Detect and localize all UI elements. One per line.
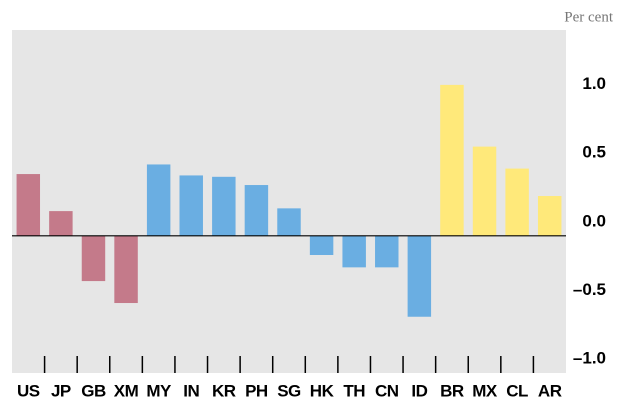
x-tick-label: US (17, 381, 40, 400)
bar (309, 235, 334, 256)
x-tick-label: BR (440, 381, 464, 400)
bar (440, 84, 464, 236)
x-tick-label: HK (310, 381, 335, 400)
bar (407, 235, 432, 317)
x-tick-label: JP (51, 381, 71, 400)
bar (179, 175, 203, 236)
y-tick-label: –0.5 (573, 280, 606, 299)
bar (342, 235, 366, 268)
x-tick-label: KR (212, 381, 236, 400)
bar (81, 235, 106, 282)
x-tick-label: CL (506, 381, 528, 400)
bar (277, 208, 301, 236)
y-tick-label: –1.0 (573, 348, 606, 367)
x-tick-label: IN (183, 381, 199, 400)
unit-label: Per cent (564, 9, 614, 25)
x-tick-label: PH (245, 381, 268, 400)
bar (244, 185, 269, 236)
bar (16, 174, 41, 236)
x-tick-label: ID (411, 381, 427, 400)
x-tick-label: XM (114, 381, 139, 400)
bar (212, 176, 236, 236)
x-tick-label: AR (538, 381, 562, 400)
x-tick-label: SG (277, 381, 301, 400)
x-tick-label: MY (146, 381, 172, 400)
y-tick-label: 1.0 (582, 74, 606, 93)
bar (146, 164, 171, 236)
x-tick-label: TH (343, 381, 365, 400)
bar (537, 196, 562, 236)
bar (114, 235, 138, 304)
x-tick-label: GB (81, 381, 106, 400)
y-tick-label: 0.5 (582, 143, 606, 162)
y-tick-label: 0.0 (582, 211, 606, 230)
bar (375, 235, 399, 268)
bar (49, 211, 73, 236)
bar (505, 168, 529, 236)
x-tick-label: CN (375, 381, 399, 400)
x-tick-label: MX (472, 381, 498, 400)
bar (472, 146, 497, 236)
